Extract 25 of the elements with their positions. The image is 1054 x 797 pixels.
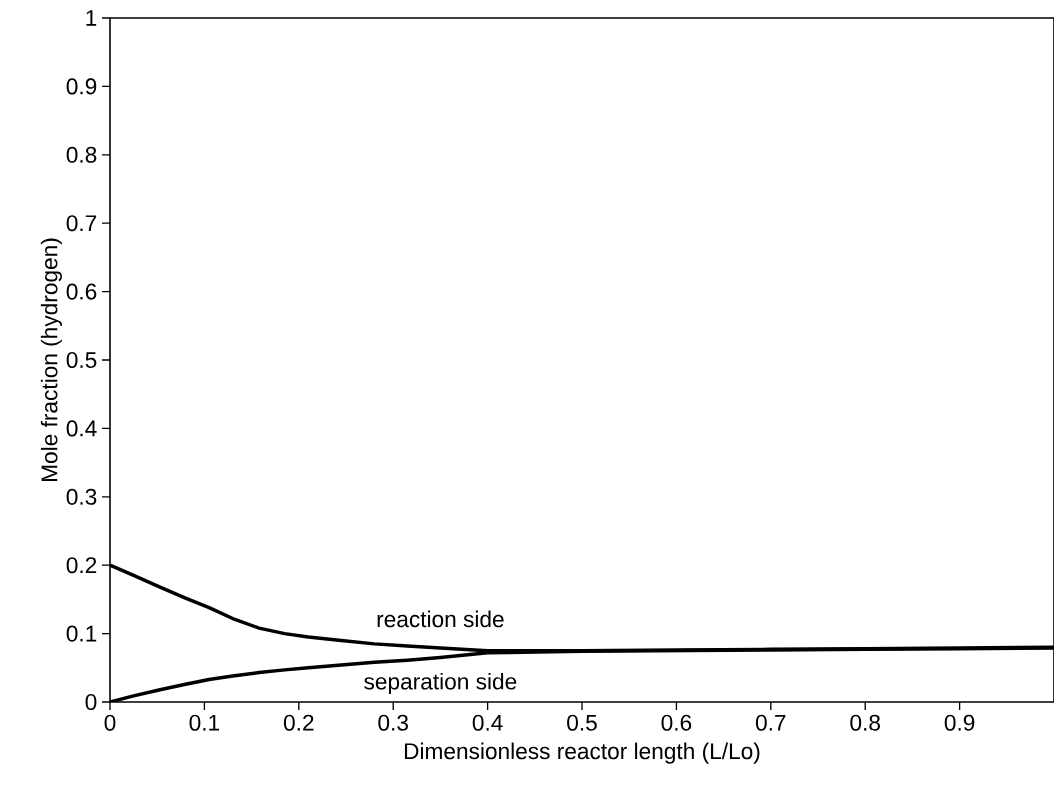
y-tick-label: 0 (85, 693, 97, 711)
y-axis-title: Mole fraction (hydrogen) (40, 238, 62, 481)
y-tick-label: 0.8 (66, 146, 97, 163)
x-tick-label: 0.1 (189, 714, 220, 731)
y-tick-label: 0.2 (66, 557, 97, 574)
x-tick-label: 0.4 (472, 714, 503, 731)
x-tick-label: 0.6 (661, 714, 692, 731)
annotation: reaction side (377, 610, 504, 628)
x-tick-label: 0.7 (755, 714, 786, 731)
y-tick-label: 1 (86, 10, 97, 26)
y-tick-label: 0.5 (66, 351, 97, 369)
y-tick-label: 0.3 (66, 488, 97, 505)
x-tick-label: 0.2 (283, 714, 314, 731)
x-axis-title: Dimensionless reactor length (L/Lo) (404, 742, 760, 764)
x-tick-label: 0.3 (378, 714, 408, 731)
annotation: separation side (364, 672, 517, 695)
y-tick-label: 0.4 (66, 420, 97, 437)
y-tick-label: 0.7 (66, 215, 97, 232)
y-tick-label: 0.9 (66, 78, 97, 95)
x-tick-label: 0 (104, 714, 116, 731)
x-tick-label: 0.8 (850, 714, 880, 731)
x-tick-label: 0.5 (567, 714, 597, 731)
y-tick-label: 0.6 (66, 283, 97, 300)
y-tick-label: 0.1 (66, 625, 97, 642)
x-tick-label: 0.9 (944, 714, 975, 731)
